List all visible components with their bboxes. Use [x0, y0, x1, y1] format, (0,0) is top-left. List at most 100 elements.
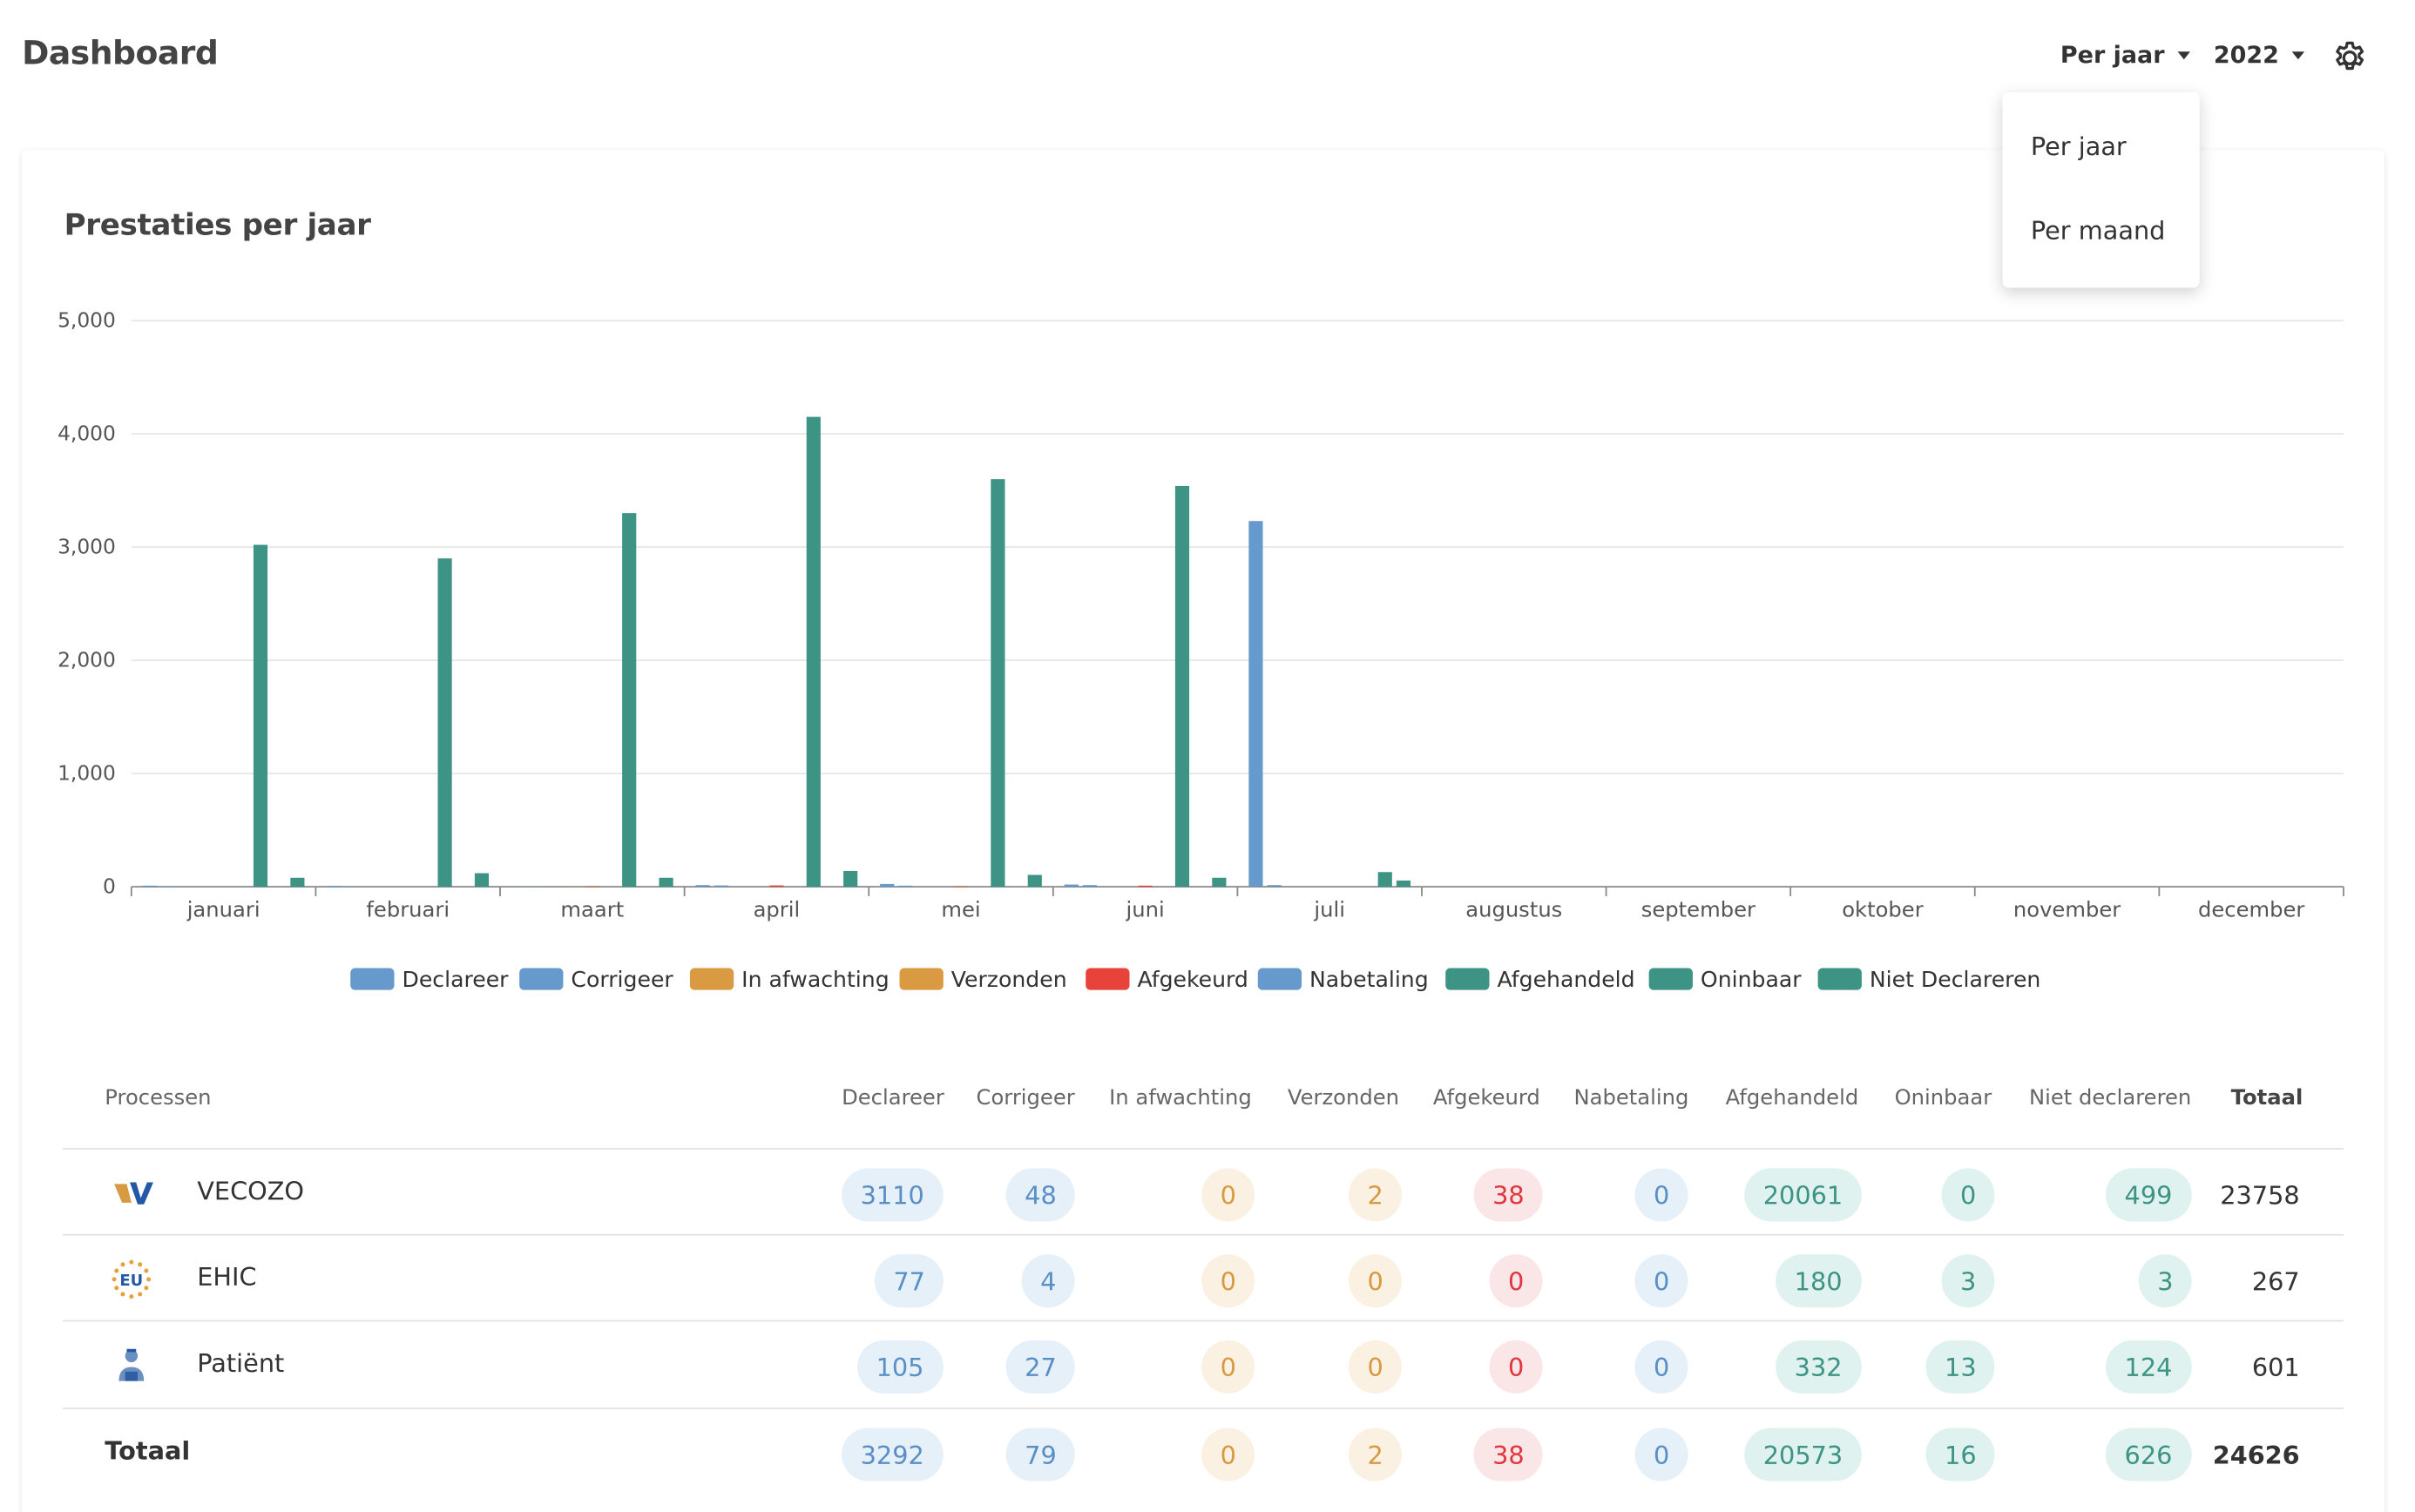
vecozo-logo [110, 1175, 153, 1212]
x-tick-label: oktober [1842, 896, 1923, 921]
caret-down-icon [2176, 51, 2190, 59]
patient-icon [110, 1347, 153, 1384]
value-badge: 79 [1005, 1428, 1076, 1482]
value-badge: 27 [1005, 1340, 1076, 1394]
column-header: Oninbaar [1894, 1085, 1992, 1110]
bar [695, 885, 710, 888]
bar [880, 883, 895, 888]
x-tick-label: augustus [1465, 896, 1562, 921]
legend-swatch [350, 968, 395, 990]
bar [1248, 521, 1263, 888]
value-badge: 38 [1473, 1428, 1544, 1482]
card-title: Prestaties per jaar [64, 207, 371, 243]
legend-swatch [1257, 968, 1302, 990]
value-badge: 3 [2138, 1254, 2193, 1308]
x-tick-label: januari [186, 896, 260, 921]
row-total: 601 [2251, 1353, 2300, 1383]
table-row: VECOZO 3110 48 0 2 38 0 20061 0 499 23758 [63, 1150, 2344, 1236]
legend-entry: Verzonden [951, 967, 1067, 992]
value-badge: 499 [2106, 1168, 2191, 1222]
value-badge: 0 [1634, 1254, 1688, 1308]
y-tick-label: 5,000 [58, 307, 116, 332]
bar [714, 885, 728, 888]
year-select-label: 2022 [2213, 40, 2279, 70]
value-badge: 16 [1925, 1428, 1996, 1482]
bar [769, 885, 784, 888]
column-header: Totaal [2230, 1085, 2303, 1110]
column-header: Afgehandeld [1725, 1085, 1859, 1110]
column-header: Declareer [842, 1085, 944, 1110]
value-badge: 20573 [1744, 1428, 1862, 1482]
legend-swatch [689, 968, 734, 990]
column-header: Verzonden [1287, 1085, 1400, 1110]
bar [1174, 485, 1190, 888]
process-name: Patiënt [197, 1347, 285, 1379]
x-tick-label: mei [941, 896, 980, 921]
value-badge: 38 [1473, 1168, 1544, 1222]
bar [327, 886, 342, 888]
x-tick-label: november [2013, 896, 2121, 921]
bar [474, 873, 490, 888]
table-row: EU EHIC 77 4 0 0 0 0 180 3 3 267 [63, 1236, 2344, 1322]
bar [659, 877, 673, 888]
bar [991, 479, 1005, 888]
table-footer-row: Totaal 3292 79 0 2 38 0 20573 16 626 24626 [63, 1409, 2344, 1495]
value-badge: 0 [1201, 1428, 1255, 1482]
column-header: Processen [105, 1085, 212, 1110]
year-select[interactable]: 2022 [2214, 41, 2304, 69]
column-header: Afgekeurd [1432, 1085, 1540, 1110]
value-badge: 0 [1489, 1340, 1543, 1394]
column-header: Nabetaling [1573, 1085, 1689, 1110]
value-badge: 626 [2106, 1428, 2191, 1482]
legend-swatch [1445, 968, 1490, 990]
bar [290, 877, 305, 888]
process-name: VECOZO [197, 1176, 305, 1206]
x-tick-label: september [1641, 896, 1755, 921]
bar [585, 886, 599, 888]
value-badge: 77 [874, 1254, 944, 1308]
bar-chart: 0 1,000 2,000 3,000 4,000 5,000 januari februar… [58, 307, 2344, 992]
bar [1138, 885, 1153, 888]
value-badge: 0 [1348, 1254, 1403, 1308]
legend-entry: In afwachting [741, 967, 890, 992]
legend-swatch [899, 968, 944, 990]
bar [437, 558, 452, 888]
bar [1064, 884, 1079, 888]
bar [1396, 881, 1411, 888]
bar [1082, 885, 1098, 888]
value-badge: 0 [1941, 1168, 1995, 1222]
value-badge: 0 [1201, 1340, 1255, 1394]
column-header: Niet declareren [2029, 1085, 2192, 1110]
value-badge: 0 [1634, 1428, 1688, 1482]
row-divider [62, 1320, 2344, 1322]
header: Dashboard Per jaar 2022 [0, 0, 2414, 125]
bar [953, 886, 969, 888]
row-total: 267 [2251, 1266, 2300, 1297]
row-divider [62, 1148, 2344, 1150]
row-divider [62, 1233, 2344, 1236]
legend-swatch [519, 968, 564, 990]
value-badge: 13 [1925, 1340, 1996, 1394]
column-header: Corrigeer [976, 1085, 1075, 1110]
value-badge: 2 [1348, 1168, 1403, 1222]
period-select[interactable]: Per jaar [2060, 41, 2190, 69]
bar [253, 544, 268, 888]
y-tick-label: 4,000 [58, 421, 116, 445]
value-badge: 124 [2106, 1340, 2191, 1394]
y-tick-label: 2,000 [58, 647, 116, 672]
row-total: 23758 [2220, 1180, 2300, 1211]
menu-item-per-jaar[interactable]: Per jaar [2030, 131, 2127, 161]
value-badge: 332 [1776, 1340, 1862, 1394]
gear-icon[interactable] [2331, 39, 2369, 77]
bar [622, 513, 637, 888]
legend-swatch [1086, 968, 1130, 990]
value-badge: 0 [1201, 1254, 1255, 1308]
menu-item-per-maand[interactable]: Per maand [2030, 215, 2166, 246]
x-tick-label: maart [560, 896, 624, 921]
period-dropdown-menu: Per jaar Per maand [2002, 91, 2200, 288]
value-badge: 0 [1201, 1168, 1255, 1222]
value-badge: 4 [1021, 1254, 1075, 1308]
page-title: Dashboard [22, 34, 219, 72]
x-tick-label: juni [1126, 896, 1165, 921]
value-badge: 3110 [842, 1168, 944, 1222]
